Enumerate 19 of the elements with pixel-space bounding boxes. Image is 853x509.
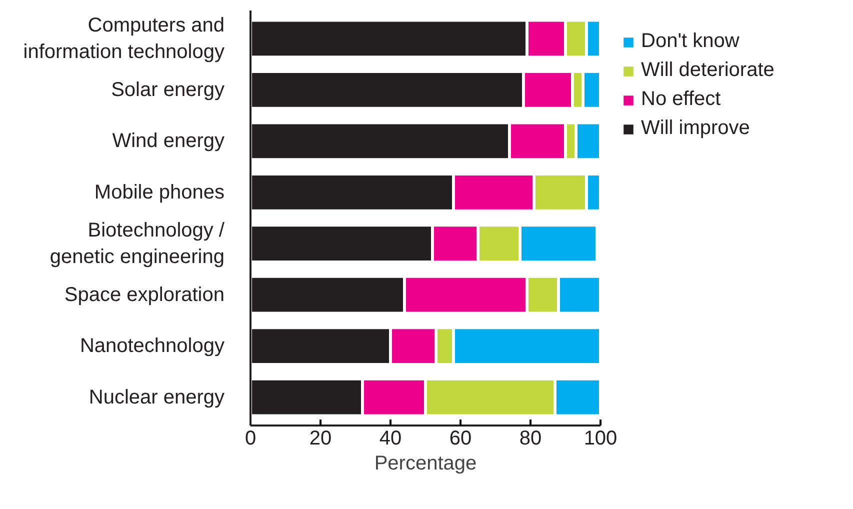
x-tick-label: 60 bbox=[449, 428, 472, 450]
y-tick-label: Nanotechnology bbox=[80, 335, 225, 358]
legend-label: Will deteriorate bbox=[641, 59, 774, 82]
legend-label: No effect bbox=[641, 88, 721, 111]
y-tick-label: Space exploration bbox=[64, 284, 224, 306]
x-axis-title: Percentage bbox=[374, 452, 477, 474]
legend-label: Don't know bbox=[641, 30, 740, 53]
x-tick-label: 80 bbox=[519, 428, 542, 450]
y-tick-label: Wind energy bbox=[112, 130, 225, 152]
x-tick-label: 40 bbox=[379, 428, 402, 450]
y-tick-label: Biotechnology / genetic engineering bbox=[50, 219, 225, 268]
legend-label: Will improve bbox=[641, 117, 750, 140]
y-tick-label: Solar energy bbox=[111, 78, 225, 101]
x-tick-label: 20 bbox=[309, 428, 332, 450]
x-tick-label: 0 bbox=[244, 428, 256, 450]
y-tick-label: Mobile phones bbox=[94, 181, 225, 204]
y-tick-label: Nuclear energy bbox=[88, 386, 224, 408]
x-tick-label: 100 bbox=[584, 428, 618, 450]
y-tick-label: Computers and information technology bbox=[23, 14, 225, 63]
